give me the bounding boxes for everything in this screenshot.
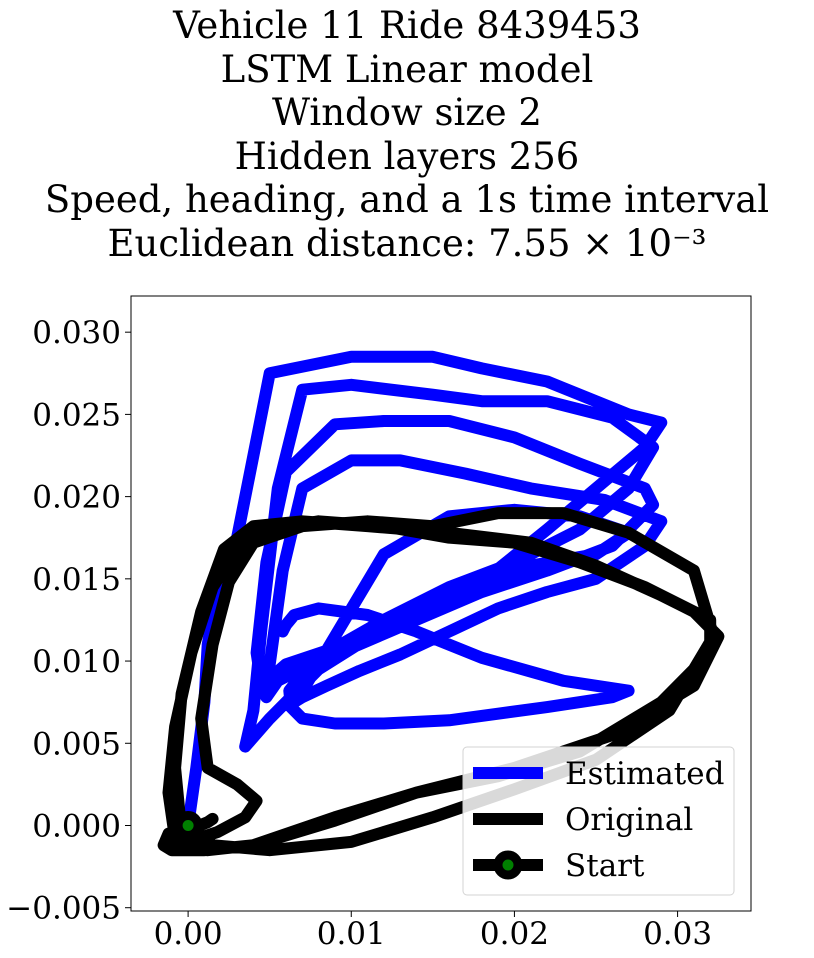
legend-label-estimated: Estimated [565,756,724,792]
x-tick-label: 0.02 [480,916,549,952]
y-tick-label: 0.000 [32,808,121,844]
series-line-original [157,507,725,857]
title-line-3: Window size 2 [272,91,542,134]
axes-layer: 0.00 0.01 0.02 0.03 −0.005 0.000 0.005 0.010 0.0… [6,295,752,952]
series-line-estimated [182,350,668,832]
legend-box [462,746,735,896]
start-marker [173,810,203,840]
y-tick-label: −0.005 [6,891,121,927]
y-tick-label: 0.005 [32,726,121,762]
y-tick-label: 0.030 [32,315,121,351]
legend-label-original: Original [565,802,693,838]
title-line-5: Speed, heading, and a 1s time interval [44,178,770,221]
plot-frame [130,295,752,912]
x-tick-label: 0.03 [643,916,712,952]
y-tick-label: 0.025 [32,397,121,433]
title-line-2: LSTM Linear model [220,47,594,91]
title-line-1: Vehicle 11 Ride 8439453 [173,4,641,47]
y-tick-label: 0.020 [32,480,121,516]
x-tick-label: 0.00 [154,916,223,952]
y-tick-label: 0.015 [32,562,121,598]
y-tick-label: 0.010 [32,644,121,680]
title-line-6: Euclidean distance: 7.55 × 10⁻³ [107,221,707,265]
legend: Estimated Original Start [462,746,735,896]
legend-start-marker [493,850,523,880]
chart-title: Vehicle 11 Ride 8439453 LSTM Linear mode… [0,4,814,265]
x-tick-label: 0.01 [317,916,386,952]
title-line-4: Hidden layers 256 [234,134,580,178]
legend-label-start: Start [565,848,645,884]
series-layer [157,350,725,857]
